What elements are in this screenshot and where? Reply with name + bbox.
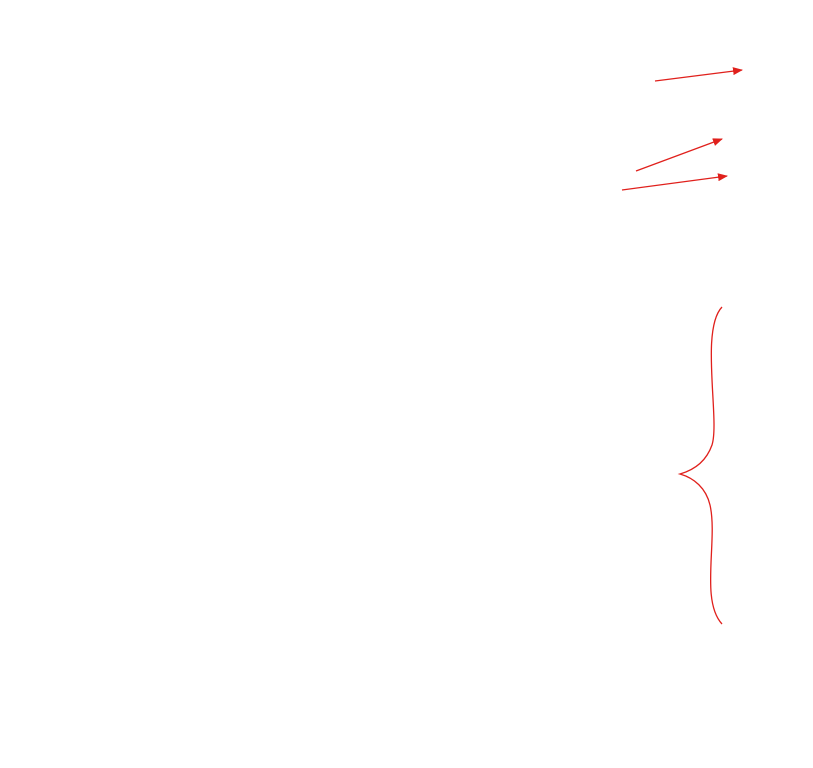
arrow-to-investment (654, 67, 743, 82)
liabilities-brace (677, 306, 723, 625)
arrow-to-current-assets (635, 138, 723, 172)
arrow-to-cash (621, 173, 728, 191)
